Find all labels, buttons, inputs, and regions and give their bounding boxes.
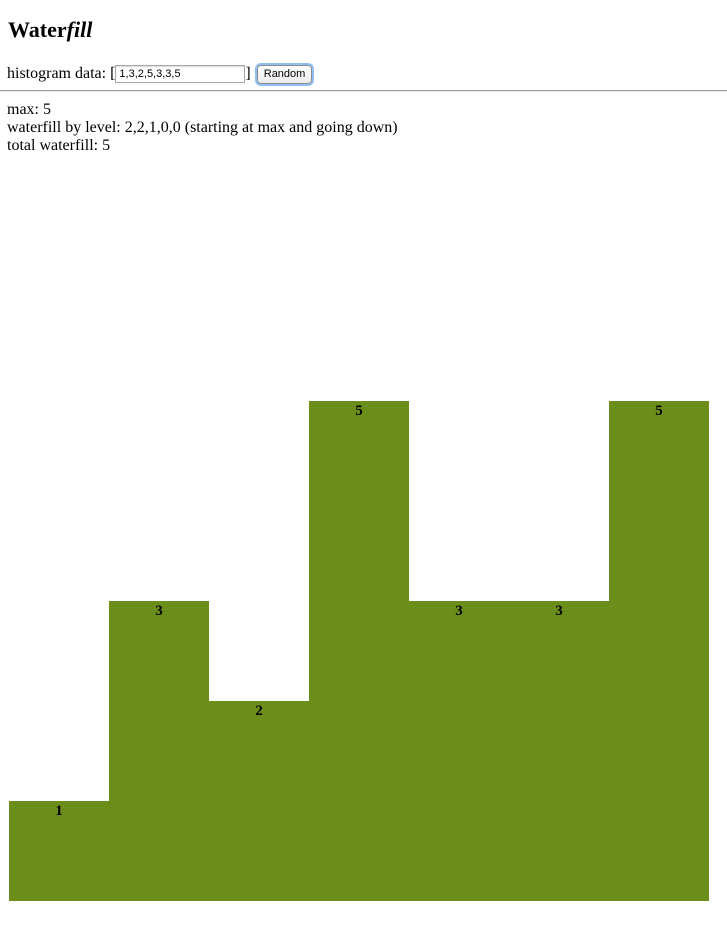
histogram-controls: histogram data: [ ] Random	[7, 64, 313, 84]
histogram-bar: 1	[9, 801, 109, 901]
histogram-bar: 2	[209, 701, 309, 901]
histogram-bar-label: 3	[555, 603, 563, 619]
histogram-bar-label: 3	[155, 603, 163, 619]
histogram-bar-label: 1	[55, 803, 63, 819]
histogram-bar: 3	[509, 601, 609, 901]
histogram-bar: 3	[109, 601, 209, 901]
max-text: max: 5	[7, 101, 51, 118]
page-title: Waterfill	[8, 16, 92, 44]
histogram-data-label: histogram data:	[7, 65, 107, 82]
histogram-bar-label: 5	[355, 403, 363, 419]
histogram-bar: 5	[309, 401, 409, 901]
stats-panel: max: 5 waterfill by level: 2,2,1,0,0 (st…	[7, 101, 398, 155]
histogram-bar-label: 3	[455, 603, 463, 619]
random-button[interactable]: Random	[256, 64, 313, 84]
histogram-data-input[interactable]	[115, 65, 246, 83]
histogram-bar-label: 5	[655, 403, 663, 419]
title-italic: fill	[66, 17, 93, 42]
divider	[0, 90, 727, 92]
histogram-bar-label: 2	[255, 703, 263, 719]
histogram-bar: 5	[609, 401, 709, 901]
title-plain: Water	[8, 17, 67, 42]
bracket-open: [	[110, 65, 116, 82]
total-waterfill-text: total waterfill: 5	[7, 137, 111, 154]
histogram-bar: 3	[409, 601, 509, 901]
bracket-close: ]	[245, 65, 251, 82]
waterfill-by-level-text: waterfill by level: 2,2,1,0,0 (starting …	[7, 119, 398, 136]
